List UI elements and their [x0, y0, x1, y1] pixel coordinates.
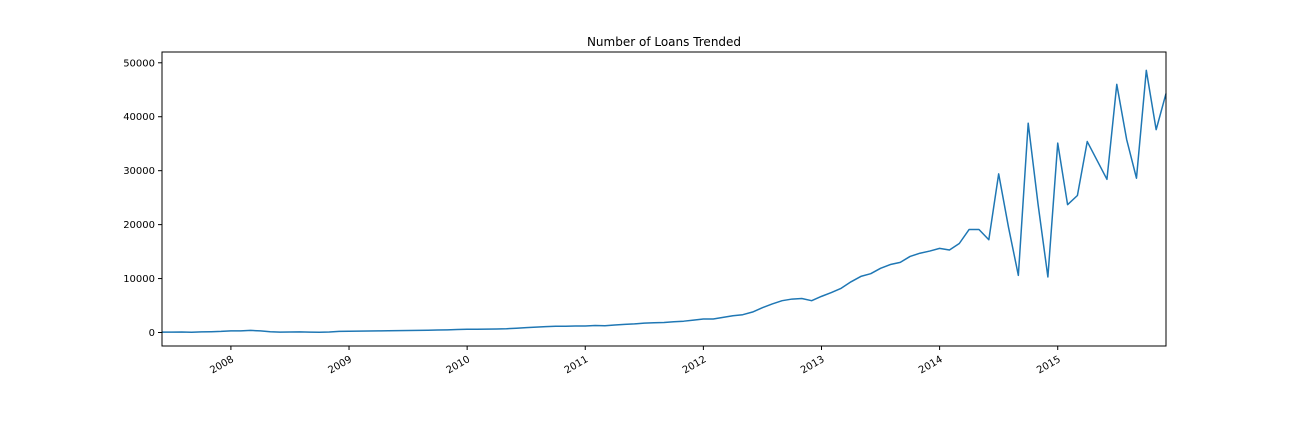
y-tick-label: 0 [149, 328, 155, 339]
chart-title: Number of Loans Trended [587, 35, 741, 49]
y-tick-label: 40000 [123, 112, 155, 123]
y-tick-label: 30000 [123, 166, 155, 177]
y-tick-label: 10000 [123, 274, 155, 285]
y-tick-label: 50000 [123, 58, 155, 69]
series-line [161, 69, 1167, 333]
axes-frame [161, 51, 1167, 347]
y-tick-label: 20000 [123, 220, 155, 231]
